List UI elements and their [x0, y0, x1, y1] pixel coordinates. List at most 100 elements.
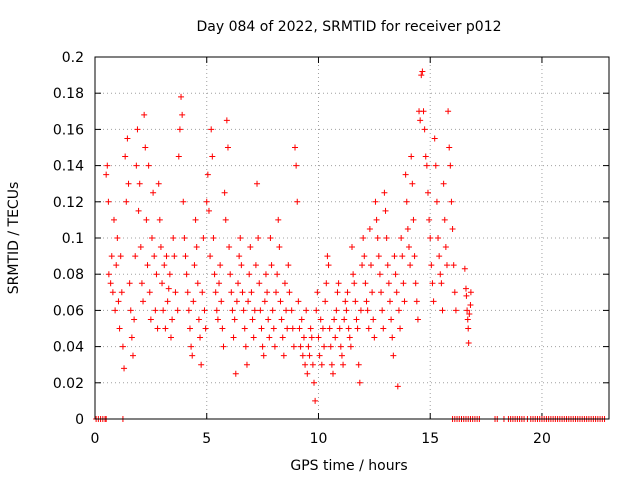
- data-point: [104, 162, 111, 169]
- data-point: [441, 216, 448, 223]
- data-point: [230, 334, 237, 341]
- plot-frame: [94, 56, 610, 420]
- data-point: [433, 198, 440, 205]
- data-point: [423, 162, 430, 169]
- data-point: [289, 325, 296, 332]
- data-point: [240, 307, 247, 314]
- data-point: [183, 271, 190, 278]
- data-point: [188, 343, 195, 350]
- data-point: [192, 216, 199, 223]
- data-point: [212, 289, 219, 296]
- data-point: [270, 325, 277, 332]
- y-tick-label: 0.14: [53, 159, 84, 175]
- data-point: [184, 289, 191, 296]
- data-point: [261, 298, 268, 305]
- data-point: [380, 325, 387, 332]
- data-point: [242, 343, 249, 350]
- data-point: [195, 316, 202, 323]
- data-point: [255, 235, 262, 241]
- data-point: [113, 262, 120, 269]
- data-point: [373, 216, 380, 223]
- data-point: [166, 271, 173, 278]
- data-point: [191, 262, 198, 269]
- data-point: [317, 316, 324, 323]
- data-point: [145, 162, 152, 169]
- data-point: [199, 289, 206, 296]
- data-point: [275, 216, 282, 223]
- data-point: [128, 334, 135, 341]
- data-point: [335, 280, 342, 287]
- data-point: [127, 307, 134, 314]
- data-point: [121, 365, 128, 372]
- data-point: [383, 235, 390, 241]
- data-point: [316, 352, 323, 359]
- data-point: [328, 361, 335, 368]
- data-point: [181, 235, 188, 241]
- data-point: [452, 307, 459, 314]
- data-point: [419, 68, 426, 75]
- x-axis: 0 5 10 15 20: [91, 57, 551, 447]
- data-point: [235, 280, 242, 287]
- data-point: [356, 379, 363, 386]
- data-point: [165, 285, 172, 292]
- data-point: [445, 108, 452, 115]
- data-point: [401, 298, 408, 305]
- data-point: [268, 262, 275, 269]
- data-point: [313, 307, 320, 314]
- data-point: [336, 325, 343, 332]
- data-point: [123, 198, 130, 205]
- data-point: [327, 343, 334, 350]
- data-point: [151, 253, 158, 260]
- y-tick-label: 0.08: [53, 267, 84, 283]
- data-point: [345, 325, 352, 332]
- data-point: [251, 307, 258, 314]
- data-point: [200, 235, 207, 241]
- data-point: [175, 153, 182, 160]
- data-point: [431, 135, 438, 142]
- data-point: [114, 235, 121, 241]
- data-point: [112, 307, 119, 314]
- data-point: [404, 225, 411, 232]
- data-point: [226, 244, 233, 251]
- data-point: [228, 289, 235, 296]
- data-point: [269, 307, 276, 314]
- data-point: [449, 225, 456, 232]
- data-point: [258, 325, 265, 332]
- data-point: [160, 307, 167, 314]
- y-tick-label: 0.1: [62, 231, 84, 247]
- data-point: [360, 235, 367, 241]
- data-point: [248, 289, 255, 296]
- data-point: [174, 307, 181, 314]
- data-point: [341, 316, 348, 323]
- data-point: [189, 352, 196, 359]
- data-point: [105, 271, 112, 278]
- data-point: [152, 307, 159, 314]
- data-point: [376, 271, 383, 278]
- data-point: [305, 343, 312, 350]
- x-tick-label: 10: [310, 431, 328, 447]
- data-point: [132, 253, 139, 260]
- chart-title: Day 084 of 2022, SRMTID for receiver p01…: [196, 19, 501, 35]
- data-point: [347, 343, 354, 350]
- data-point: [216, 280, 223, 287]
- data-point: [461, 265, 468, 272]
- data-point: [346, 334, 353, 341]
- data-point: [294, 198, 301, 205]
- data-point: [427, 235, 434, 241]
- data-point: [138, 280, 145, 287]
- data-point: [430, 298, 437, 305]
- data-point: [211, 271, 218, 278]
- data-point: [314, 289, 321, 296]
- data-point: [466, 311, 473, 318]
- data-point: [292, 144, 299, 151]
- data-point: [281, 280, 288, 287]
- data-point: [207, 253, 214, 260]
- data-point: [403, 198, 410, 205]
- data-point: [361, 253, 368, 260]
- data-point: [436, 253, 443, 260]
- data-point: [257, 307, 264, 314]
- data-point: [379, 307, 386, 314]
- data-point: [367, 262, 374, 269]
- data-point: [374, 235, 381, 241]
- data-points: [93, 68, 608, 422]
